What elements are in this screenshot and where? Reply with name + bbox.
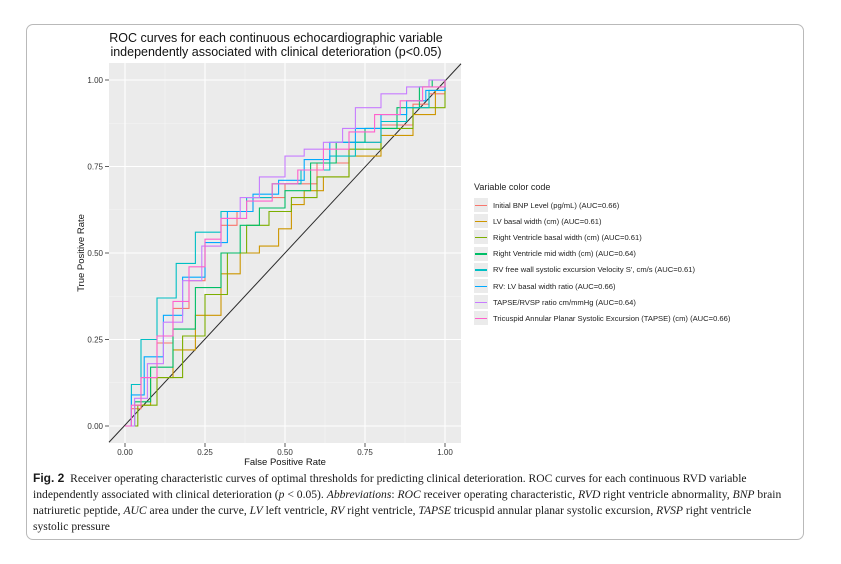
- x-tick-label: 0.50: [277, 448, 293, 457]
- abbreviation-term: ROC: [397, 488, 421, 501]
- roc-chart: ROC curves for each continuous echocardi…: [76, 31, 462, 468]
- abbreviation-term: TAPSE: [418, 504, 452, 517]
- y-tick-label: 1.00: [87, 76, 103, 85]
- roc-series-line-8: [125, 80, 446, 427]
- abbreviation-term: RV: [330, 504, 345, 517]
- abbreviation-term: LV: [249, 504, 263, 517]
- abbreviation-term: AUC: [123, 504, 147, 517]
- abbreviation-definition: right ventricle abnormality,: [600, 488, 733, 501]
- x-tick-label: 0.00: [117, 448, 133, 457]
- legend-item-label: RV free wall systolic excursion Velocity…: [493, 265, 695, 275]
- abbreviation-term: RVD: [578, 488, 601, 501]
- legend-key-swatch: [474, 262, 488, 277]
- caption-label: Fig. 2: [33, 471, 65, 485]
- y-tick-label: 0.25: [87, 336, 103, 345]
- legend-key-swatch: [474, 279, 488, 294]
- y-axis-label: True Positive Rate: [76, 214, 87, 292]
- reference-diagonal-line: [108, 63, 462, 443]
- legend-item: LV basal width (cm) (AUC=0.61): [474, 213, 730, 229]
- abbreviation-definition: right ventricle,: [344, 504, 419, 517]
- x-tick-label: 0.75: [357, 448, 373, 457]
- abbreviation-definition: receiver operating characteristic,: [420, 488, 579, 501]
- legend-item-label: TAPSE/RVSP ratio cm/mmHg (AUC=0.64): [493, 297, 636, 307]
- abbreviation-definition: left ventricle,: [262, 504, 331, 517]
- legend-key-swatch: [474, 246, 488, 261]
- caption-text: Receiver operating characteristic curves…: [33, 472, 747, 501]
- legend-item: Right Ventricle mid width (cm) (AUC=0.64…: [474, 246, 730, 262]
- abbreviations-intro: Abbreviations: [326, 488, 392, 501]
- y-tick-label: 0.50: [87, 249, 103, 258]
- abbreviation-definition: right ventricle systolic pressure: [33, 504, 752, 533]
- axis-ticks: 0.00 0.25 0.50 0.75 1.00 0.00 0.25 0.50 0.75 1.00: [87, 76, 453, 457]
- legend-item-label: RV: LV basal width ratio (AUC=0.66): [493, 281, 616, 291]
- legend-item-label: Right Ventricle mid width (cm) (AUC=0.64…: [493, 249, 636, 259]
- legend-item: Tricuspid Annular Planar Systolic Excurs…: [474, 310, 730, 326]
- y-tick-label: 0.00: [87, 422, 103, 431]
- roc-series-line-7: [125, 79, 445, 427]
- chart-title-line2: independently associated with clinical d…: [110, 45, 441, 59]
- chart-title-line1: ROC curves for each continuous echocardi…: [109, 31, 443, 45]
- legend-item-label: Tricuspid Annular Planar Systolic Excurs…: [493, 313, 731, 323]
- legend-item-label: Initial BNP Level (pg/mL) (AUC=0.66): [493, 200, 620, 210]
- legend-key-swatch: [474, 198, 488, 213]
- x-tick-label: 1.00: [437, 448, 453, 457]
- y-tick-label: 0.75: [87, 163, 103, 172]
- abbreviation-term: RVSP: [656, 504, 683, 517]
- roc-series-line-2: [125, 80, 446, 427]
- caption-p: p: [278, 488, 285, 501]
- legend-item-label: Right Ventricle basal width (cm) (AUC=0.…: [493, 232, 642, 242]
- figure-caption: Fig. 2 Receiver operating characteristic…: [33, 471, 782, 533]
- legend-title: Variable color code: [474, 182, 551, 192]
- legend-item: RV: LV basal width ratio (AUC=0.66): [474, 278, 730, 294]
- x-axis-label: False Positive Rate: [244, 457, 326, 468]
- legend-item: RV free wall systolic excursion Velocity…: [474, 262, 730, 278]
- abbreviation-definition: tricuspid annular planar systolic excurs…: [451, 504, 657, 517]
- legend-key-swatch: [474, 311, 488, 326]
- legend-key-swatch: [474, 295, 488, 310]
- legend: Variable color code Initial BNP Level (p…: [474, 182, 730, 327]
- legend-item-label: LV basal width (cm) (AUC=0.61): [493, 216, 602, 226]
- legend-item: TAPSE/RVSP ratio cm/mmHg (AUC=0.64): [474, 294, 730, 310]
- legend-key-swatch: [474, 214, 488, 229]
- abbreviation-definition: brain natriuretic peptide,: [33, 488, 782, 517]
- legend-item: Initial BNP Level (pg/mL) (AUC=0.66): [474, 197, 730, 213]
- legend-item: Right Ventricle basal width (cm) (AUC=0.…: [474, 229, 730, 245]
- abbreviation-term: BNP: [732, 488, 755, 501]
- x-tick-label: 0.25: [197, 448, 213, 457]
- caption-text2: < 0.05).: [284, 488, 327, 501]
- roc-series-group: [125, 79, 446, 427]
- abbreviation-list: ROC receiver operating characteristic, R…: [33, 488, 781, 533]
- abbreviation-definition: area under the curve,: [146, 504, 250, 517]
- legend-key-swatch: [474, 230, 488, 245]
